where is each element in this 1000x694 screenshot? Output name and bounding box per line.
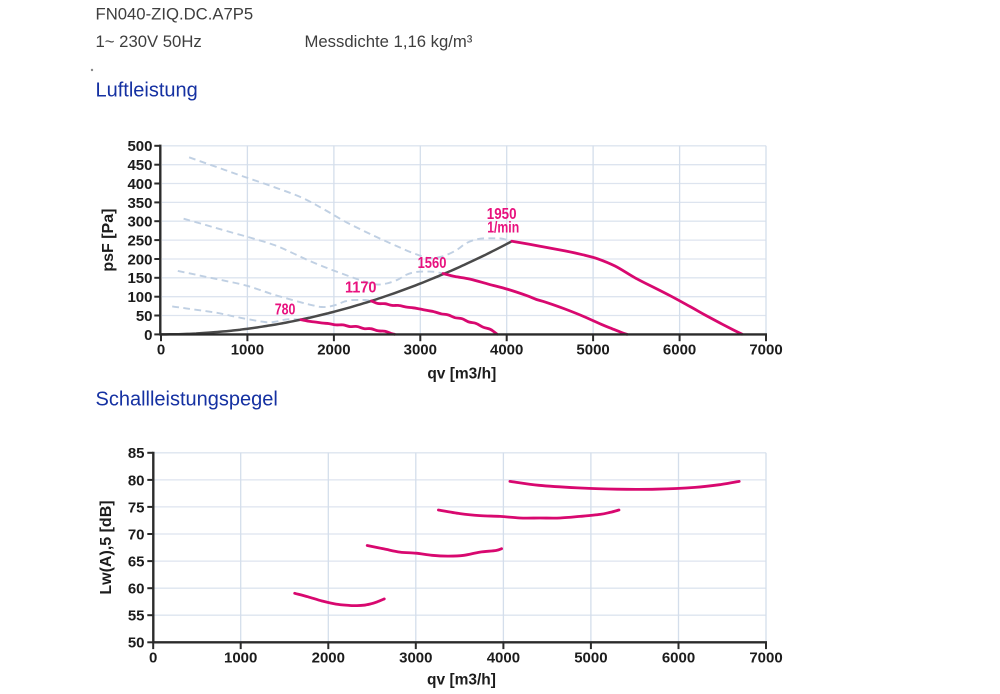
- svg-text:85: 85: [128, 445, 145, 462]
- svg-text:1/min: 1/min: [487, 219, 519, 236]
- svg-text:65: 65: [128, 554, 145, 571]
- svg-text:0: 0: [144, 327, 152, 344]
- svg-text:1560: 1560: [418, 255, 447, 272]
- svg-text:4000: 4000: [490, 342, 523, 359]
- svg-text:5000: 5000: [576, 342, 609, 359]
- svg-text:0: 0: [157, 342, 165, 359]
- svg-text:2000: 2000: [312, 650, 345, 667]
- svg-text:300: 300: [127, 214, 152, 231]
- svg-text:6000: 6000: [662, 650, 695, 667]
- svg-text:75: 75: [128, 499, 145, 516]
- svg-text:3000: 3000: [404, 342, 437, 359]
- svg-text:3000: 3000: [399, 650, 432, 667]
- svg-text:Messdichte 1,16 kg/m³: Messdichte 1,16 kg/m³: [305, 32, 473, 51]
- svg-text:FN040-ZIQ.DC.A7P5: FN040-ZIQ.DC.A7P5: [96, 4, 254, 23]
- svg-text:1~ 230V 50Hz: 1~ 230V 50Hz: [96, 32, 202, 51]
- svg-text:4000: 4000: [487, 650, 520, 667]
- svg-text:80: 80: [128, 472, 145, 489]
- svg-text:Lw(A),5 [dB]: Lw(A),5 [dB]: [98, 500, 115, 594]
- svg-text:250: 250: [127, 233, 152, 250]
- svg-text:7000: 7000: [749, 650, 782, 667]
- svg-text:1000: 1000: [224, 650, 257, 667]
- svg-text:150: 150: [127, 270, 152, 287]
- svg-text:50: 50: [128, 635, 145, 652]
- svg-text:7000: 7000: [749, 342, 782, 359]
- svg-text:55: 55: [128, 608, 145, 625]
- svg-text:Luftleistung: Luftleistung: [96, 80, 198, 102]
- svg-text:1950: 1950: [487, 206, 517, 223]
- svg-text:500: 500: [127, 138, 152, 155]
- svg-text:60: 60: [128, 581, 145, 598]
- svg-text:qv [m3/h]: qv [m3/h]: [427, 672, 496, 689]
- svg-text:200: 200: [127, 251, 152, 268]
- svg-text:1170: 1170: [345, 280, 377, 297]
- svg-text:qv [m3/h]: qv [m3/h]: [427, 366, 496, 383]
- svg-text:780: 780: [275, 302, 296, 319]
- svg-text:450: 450: [127, 157, 152, 174]
- svg-text:400: 400: [127, 176, 152, 193]
- svg-text:50: 50: [136, 308, 153, 325]
- svg-text:6000: 6000: [663, 342, 696, 359]
- svg-text:1000: 1000: [231, 342, 264, 359]
- svg-text:70: 70: [128, 526, 145, 543]
- svg-text:5000: 5000: [574, 650, 607, 667]
- svg-text:350: 350: [127, 195, 152, 212]
- svg-text:100: 100: [127, 289, 152, 306]
- svg-text:0: 0: [149, 650, 157, 667]
- svg-text:psF [Pa]: psF [Pa]: [100, 209, 117, 272]
- svg-text:Schallleistungspegel: Schallleistungspegel: [96, 389, 278, 411]
- svg-text:2000: 2000: [317, 342, 350, 359]
